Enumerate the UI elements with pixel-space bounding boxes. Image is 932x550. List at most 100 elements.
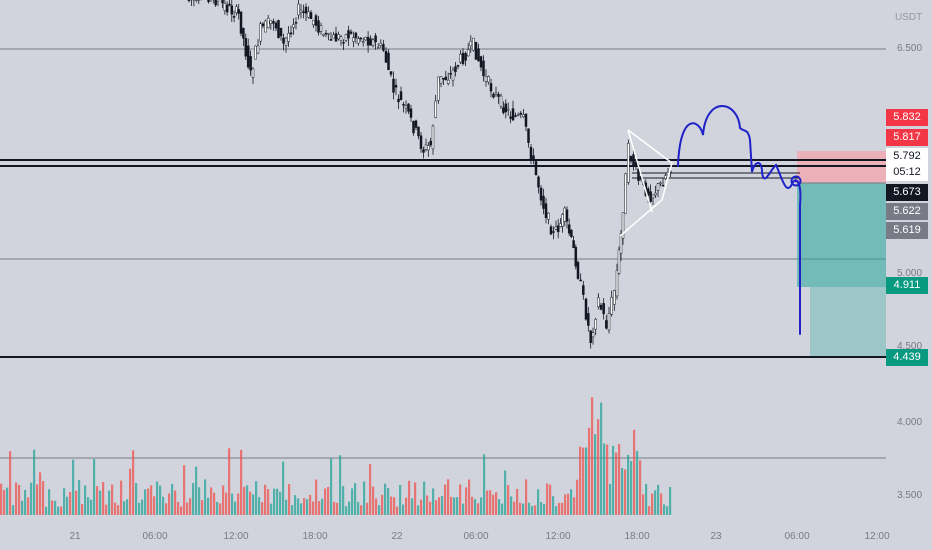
- volume-bar: [666, 506, 669, 515]
- candle-body: [532, 155, 535, 161]
- candle-body: [214, 0, 217, 6]
- volume-bar: [597, 419, 600, 515]
- candle-body: [242, 27, 245, 39]
- volume-bar: [528, 502, 531, 515]
- time-axis-label: 06:00: [142, 531, 168, 542]
- candle-body: [607, 313, 611, 331]
- volume-bar: [36, 484, 39, 515]
- candle-body: [656, 183, 660, 191]
- volume-bar: [252, 494, 255, 515]
- candle-body: [554, 226, 558, 230]
- volume-bar: [471, 496, 474, 515]
- candle-body: [484, 76, 488, 82]
- price-tag-tp2: 5.817: [886, 129, 928, 146]
- candle-body: [529, 147, 533, 161]
- triangle-pattern: [627, 129, 653, 213]
- candle-body: [225, 4, 229, 13]
- candle-body: [619, 233, 623, 254]
- volume-bar: [558, 502, 561, 515]
- candle-body: [549, 226, 553, 235]
- candle-body: [474, 41, 478, 60]
- volume-bar: [54, 500, 57, 515]
- time-axis-label: 22: [391, 531, 403, 542]
- volume-bar: [561, 502, 564, 515]
- volume-bar: [96, 486, 99, 515]
- volume-bar: [459, 484, 462, 515]
- candle-body: [454, 66, 457, 72]
- volume-bar: [90, 499, 93, 515]
- volume-bar: [189, 498, 192, 515]
- candle-body: [659, 182, 662, 185]
- candle-body: [582, 285, 585, 295]
- candle-body: [537, 176, 540, 188]
- candle-body: [244, 38, 248, 57]
- candle-body: [514, 115, 517, 117]
- volume-bar: [429, 501, 432, 515]
- volume-bar: [309, 494, 312, 515]
- volume-bar: [333, 501, 336, 515]
- target-circle: [790, 175, 802, 187]
- volume-bar: [102, 482, 105, 515]
- price-tag-h1: 5.622: [886, 203, 928, 220]
- volume-bar: [69, 491, 72, 515]
- candle-body: [304, 6, 308, 14]
- candle-body: [482, 60, 485, 77]
- volume-bar: [645, 483, 648, 515]
- volume-bar: [225, 492, 228, 515]
- extended-profit-zone: [810, 287, 886, 358]
- candle-body: [223, 3, 227, 11]
- volume-bar: [477, 503, 480, 515]
- volume-bar: [501, 503, 504, 515]
- candle-body: [347, 30, 350, 39]
- volume-bar: [585, 447, 588, 515]
- candle-body: [284, 37, 288, 46]
- candle-body: [444, 76, 448, 81]
- candle-body: [384, 50, 388, 63]
- volume-bar: [3, 489, 6, 515]
- candle-body: [361, 41, 365, 43]
- candle-body: [664, 175, 667, 180]
- candle-body: [449, 72, 452, 75]
- volume-bar: [207, 497, 210, 515]
- volume-bar: [126, 499, 129, 515]
- candle-body: [357, 38, 360, 44]
- volume-bar: [42, 481, 45, 515]
- volume-bar: [465, 487, 468, 515]
- volume-bar: [408, 480, 411, 515]
- candle-body: [624, 173, 627, 214]
- volume-bar: [87, 497, 90, 515]
- volume-bar: [522, 503, 525, 515]
- candle-body: [499, 95, 503, 107]
- candle-body: [312, 19, 315, 26]
- candle-body: [539, 187, 543, 201]
- candle-body: [451, 69, 455, 81]
- candle-body: [661, 184, 665, 187]
- candle-body: [597, 297, 600, 307]
- volume-bar: [567, 493, 570, 515]
- volume-bar: [240, 449, 243, 515]
- candle-body: [195, 0, 198, 1]
- volume-bar: [105, 504, 108, 515]
- volume-bar: [357, 501, 360, 515]
- time-axis-label: 23: [710, 531, 722, 542]
- candle-body: [567, 224, 571, 234]
- candle-body: [464, 53, 467, 61]
- candle-body: [235, 6, 238, 13]
- candle-body: [414, 120, 418, 128]
- candle-body: [492, 93, 495, 98]
- candle-body: [324, 32, 328, 35]
- volume-bar: [552, 496, 555, 515]
- candle-body: [472, 37, 475, 51]
- volume-bar: [504, 470, 507, 515]
- volume-bar: [264, 484, 267, 515]
- volume-bar: [171, 483, 174, 515]
- candle-body: [314, 15, 318, 26]
- candle-body: [379, 42, 383, 46]
- volume-bar: [24, 489, 27, 515]
- candle-body: [572, 240, 575, 249]
- volume-bar: [615, 452, 618, 515]
- candle-body: [404, 105, 408, 109]
- volume-bar: [288, 484, 291, 515]
